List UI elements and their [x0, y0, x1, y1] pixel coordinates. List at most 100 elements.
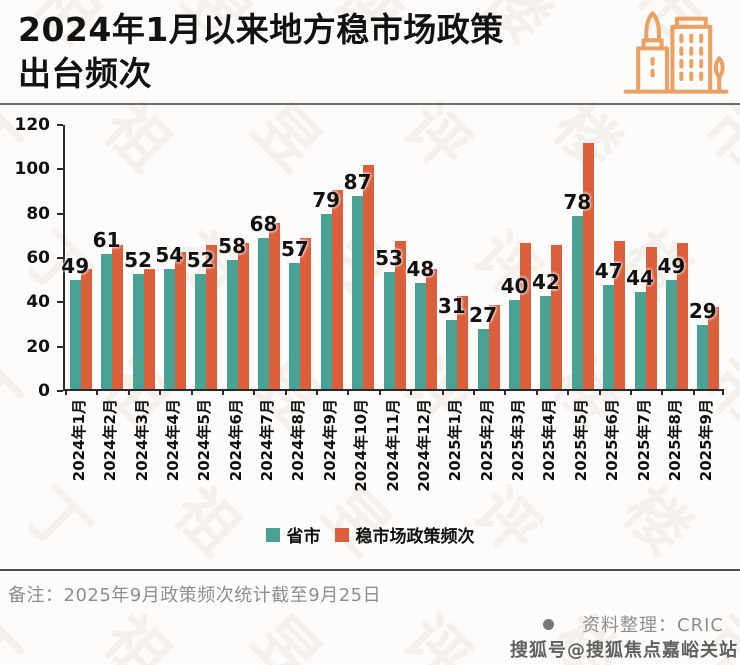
footer-divider: [0, 569, 740, 571]
legend-item-稳市场政策频次: 稳市场政策频次: [334, 522, 475, 547]
x-tick-label-2024年10月: 2024年10月: [352, 399, 371, 492]
x-tick-label-2024年4月: 2024年4月: [163, 399, 182, 482]
bar-省市-2025年2月: [477, 329, 489, 389]
bar-省市-2024年9月: [320, 213, 332, 389]
x-tick-label-2025年5月: 2025年5月: [571, 399, 590, 482]
bar-稳市场政策频次-2024年8月: [300, 238, 312, 389]
y-tick-mark-100: [57, 168, 63, 171]
bar-省市-2025年1月: [446, 320, 458, 389]
bar-稳市场政策频次-2025年4月: [551, 244, 563, 389]
bar-value-2025年3月: 40: [500, 274, 529, 299]
x-tick-label-2024年11月: 2024年11月: [383, 399, 402, 492]
bar-value-2024年6月: 58: [218, 234, 247, 259]
bar-value-2024年2月: 61: [92, 227, 121, 252]
x-tick-mark: [567, 389, 570, 395]
bar-稳市场政策频次-2025年5月: [582, 142, 594, 389]
bar-稳市场政策频次-2025年8月: [676, 242, 688, 389]
bar-稳市场政策频次-2025年3月: [520, 242, 531, 389]
x-tick-mark: [661, 389, 664, 395]
x-tick-mark: [284, 389, 287, 395]
bar-value-2024年12月: 48: [406, 256, 435, 281]
page-title-line2: 出台频次: [18, 53, 152, 93]
x-tick-mark: [410, 389, 413, 395]
bar-value-2024年1月: 49: [61, 254, 90, 279]
bar-value-2024年8月: 57: [280, 236, 309, 261]
x-tick-label-2024年2月: 2024年2月: [101, 399, 120, 482]
legend-swatch-icon: [334, 527, 349, 542]
bar-value-2025年6月: 47: [594, 258, 623, 283]
x-tick-mark: [692, 389, 695, 395]
y-tick-label-120: 120: [14, 115, 51, 135]
x-tick-mark: [316, 389, 318, 395]
bar-value-2025年1月: 31: [437, 294, 466, 319]
x-tick-label-2025年4月: 2025年4月: [540, 399, 559, 482]
x-tick-mark: [253, 389, 256, 395]
y-tick-mark-80: [57, 212, 63, 215]
x-tick-label-2024年6月: 2024年6月: [226, 399, 245, 482]
y-tick-label-60: 60: [26, 248, 50, 268]
x-tick-mark: [629, 389, 632, 395]
bar-省市-2025年8月: [665, 280, 677, 389]
y-tick-mark-0: [57, 390, 63, 392]
x-tick-label-2025年7月: 2025年7月: [634, 399, 653, 482]
bar-省市-2024年11月: [383, 271, 395, 389]
x-tick-mark: [221, 389, 224, 395]
bar-value-2024年9月: 79: [312, 187, 341, 212]
bar-省市-2024年3月: [132, 273, 144, 389]
bullet-icon: [543, 618, 555, 630]
x-tick-label-2024年1月: 2024年1月: [69, 399, 88, 482]
bar-稳市场政策频次-2024年11月: [394, 240, 406, 389]
x-tick-label-2025年3月: 2025年3月: [509, 399, 527, 482]
bar-value-2025年5月: 78: [563, 190, 592, 215]
y-tick-label-0: 0: [38, 381, 50, 401]
x-tick-mark: [378, 389, 381, 395]
bar-省市-2025年7月: [634, 291, 646, 389]
bar-value-2025年2月: 27: [469, 303, 498, 328]
bar-稳市场政策频次-2024年2月: [112, 244, 124, 389]
y-tick-label-100: 100: [14, 159, 51, 180]
x-tick-mark: [473, 389, 475, 395]
page-title: 2024年1月以来地方稳市场政策 出台频次: [18, 8, 504, 95]
x-tick-label-2025年2月: 2025年2月: [477, 399, 496, 482]
bar-稳市场政策频次-2025年2月: [488, 304, 500, 389]
legend-label: 省市: [286, 527, 321, 547]
x-tick-label-2024年12月: 2024年12月: [414, 399, 433, 492]
bar-value-2025年4月: 42: [531, 269, 560, 294]
bar-稳市场政策频次-2024年4月: [174, 251, 186, 389]
y-tick-mark-20: [57, 345, 63, 348]
bar-省市-2024年5月: [195, 273, 207, 389]
x-tick-mark: [190, 389, 193, 395]
x-tick-label-2025年6月: 2025年6月: [603, 399, 622, 482]
bar-稳市场政策频次-2025年1月: [457, 295, 469, 389]
page-title-line1: 2024年1月以来地方稳市场政策: [18, 10, 504, 49]
y-tick-mark-120: [57, 124, 63, 126]
legend-swatch-icon: [265, 527, 280, 542]
x-tick-label-2024年7月: 2024年7月: [258, 399, 276, 482]
bar-稳市场政策频次-2025年6月: [614, 240, 626, 389]
x-tick-label-2025年1月: 2025年1月: [446, 399, 465, 482]
bar-value-2024年4月: 54: [155, 243, 184, 268]
legend-label: 稳市场政策频次: [355, 527, 475, 547]
legend-item-省市: 省市: [265, 522, 321, 547]
source-row: 资料整理：CRIC: [543, 611, 724, 637]
bar-value-2024年3月: 52: [124, 247, 152, 272]
bar-省市-2025年5月: [571, 216, 583, 389]
bar-稳市场政策频次-2024年9月: [331, 189, 343, 389]
x-tick-mark: [347, 389, 350, 395]
x-tick-mark: [65, 389, 67, 395]
x-tick-label-2025年9月: 2025年9月: [697, 399, 716, 482]
bar-value-2024年10月: 87: [343, 170, 372, 195]
bar-稳市场政策频次-2024年7月: [269, 222, 280, 389]
footnote: 备注：2025年9月政策频次统计截至9月25日: [8, 585, 382, 606]
watermark-glyph: 评: [389, 601, 485, 665]
bar-省市-2024年12月: [414, 282, 426, 389]
bar-稳市场政策频次-2024年3月: [143, 269, 155, 389]
chart-legend: 省市 稳市场政策频次: [0, 522, 740, 547]
bar-稳市场政策频次-2024年12月: [425, 269, 437, 389]
bar-省市-2024年2月: [101, 253, 113, 389]
title-divider: [0, 103, 740, 105]
y-tick-mark-60: [57, 257, 63, 259]
y-tick-label-80: 80: [26, 203, 50, 224]
bar-省市-2025年4月: [540, 295, 552, 389]
